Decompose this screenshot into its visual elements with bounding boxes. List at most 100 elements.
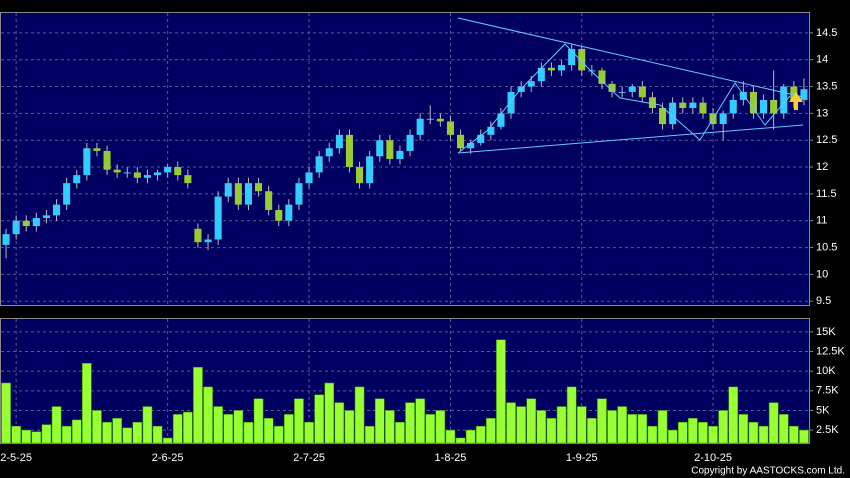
volume-bar [51, 406, 62, 444]
y-tick-label: 12.5K [816, 345, 845, 357]
candle-body [2, 234, 10, 245]
candle-body [699, 102, 707, 114]
volume-bar [677, 422, 688, 444]
volume-bar [233, 410, 244, 444]
volume-bar [193, 366, 203, 444]
volume-bar [102, 422, 112, 444]
candle-body [679, 102, 687, 109]
volume-bar [516, 406, 526, 444]
volume-bar [344, 410, 355, 444]
candle-body [376, 140, 384, 157]
candle-body [335, 134, 343, 149]
y-tick-label: 10 [816, 268, 828, 280]
volume-bar [324, 382, 335, 444]
y-tick-label: 14 [816, 54, 828, 66]
candle-body [729, 99, 737, 114]
candle-body [608, 83, 616, 92]
volume-bar [667, 429, 678, 444]
volume-bar [183, 411, 193, 444]
y-tick-label: 12 [816, 161, 828, 173]
volume-bar [637, 414, 648, 444]
volume-bar [364, 425, 375, 444]
candle-body [618, 91, 626, 93]
candle-body [497, 113, 505, 127]
volume-bar [284, 414, 294, 444]
candle-body [719, 113, 727, 125]
candle-body [659, 108, 667, 125]
candle-body [42, 215, 50, 219]
candle-body [457, 134, 465, 149]
x-tick-label: 2-10-25 [694, 452, 732, 464]
candle-body [275, 209, 283, 221]
volume-bar [41, 424, 52, 444]
candle-body [255, 183, 263, 192]
y-tick-label: 13.5 [816, 80, 837, 92]
candle-body [244, 183, 252, 205]
volume-bar [1, 382, 11, 444]
candle-body [214, 196, 222, 240]
candle-body [366, 156, 374, 184]
volume-bar [112, 418, 122, 444]
candle-body [22, 220, 30, 227]
candle-body [800, 89, 808, 100]
volume-bar [597, 398, 607, 444]
trend-line [457, 124, 804, 154]
candle-body [234, 183, 242, 205]
candle-body [628, 86, 636, 92]
zigzag-line [457, 43, 791, 154]
volume-bar [92, 410, 102, 444]
volume-bar [465, 429, 476, 444]
volume-bar [728, 386, 739, 444]
candle-body [790, 86, 798, 100]
volume-bar [142, 406, 153, 444]
candle-body [12, 220, 20, 235]
volume-bar [698, 422, 708, 444]
y-tick-label: 12.5 [816, 134, 837, 146]
y-tick-label: 11 [816, 215, 827, 227]
volume-bar [122, 427, 133, 444]
volume-bar [223, 414, 234, 444]
volume-bar [778, 414, 789, 444]
volume-bar [506, 402, 516, 444]
volume-bar [435, 410, 446, 444]
candle-body [638, 86, 646, 98]
candle-body [406, 134, 414, 151]
volume-bar [314, 394, 324, 444]
volume-bar [647, 425, 658, 444]
volume-bar [415, 398, 425, 444]
candle-body [467, 142, 475, 149]
volume-bar [213, 406, 223, 444]
y-tick-label: 2.5K [816, 424, 839, 436]
y-tick-label: 5K [816, 404, 830, 416]
volume-bar [496, 339, 506, 444]
volume-bar [334, 402, 345, 444]
candle-body [760, 99, 768, 114]
candle-body [123, 172, 131, 174]
volume-bar [627, 414, 638, 444]
price-panel [0, 12, 810, 306]
candle-body [386, 140, 394, 159]
y-tick-label: 14.5 [816, 27, 837, 39]
candle-body [103, 150, 111, 170]
volume-bar [82, 363, 92, 444]
candle-body [63, 183, 71, 205]
candle-body [315, 156, 323, 173]
candle-body [770, 99, 778, 114]
x-tick-label: 2-6-25 [152, 452, 184, 464]
x-tick-label: 1-8-25 [435, 452, 467, 464]
volume-bar [152, 425, 163, 444]
volume-bar [738, 414, 749, 444]
volume-bar [385, 410, 395, 444]
volume-bar [486, 418, 496, 444]
candle-body [689, 102, 697, 109]
volume-bar [405, 402, 415, 444]
candle-body [93, 148, 101, 151]
volume-bar [132, 422, 143, 444]
arrow-icon [789, 92, 803, 110]
volume-bar [758, 425, 769, 444]
volume-bar [708, 425, 718, 444]
candle-body [396, 150, 404, 159]
candle-body [739, 91, 747, 100]
trend-lines [457, 17, 804, 154]
candle-body [669, 102, 677, 125]
